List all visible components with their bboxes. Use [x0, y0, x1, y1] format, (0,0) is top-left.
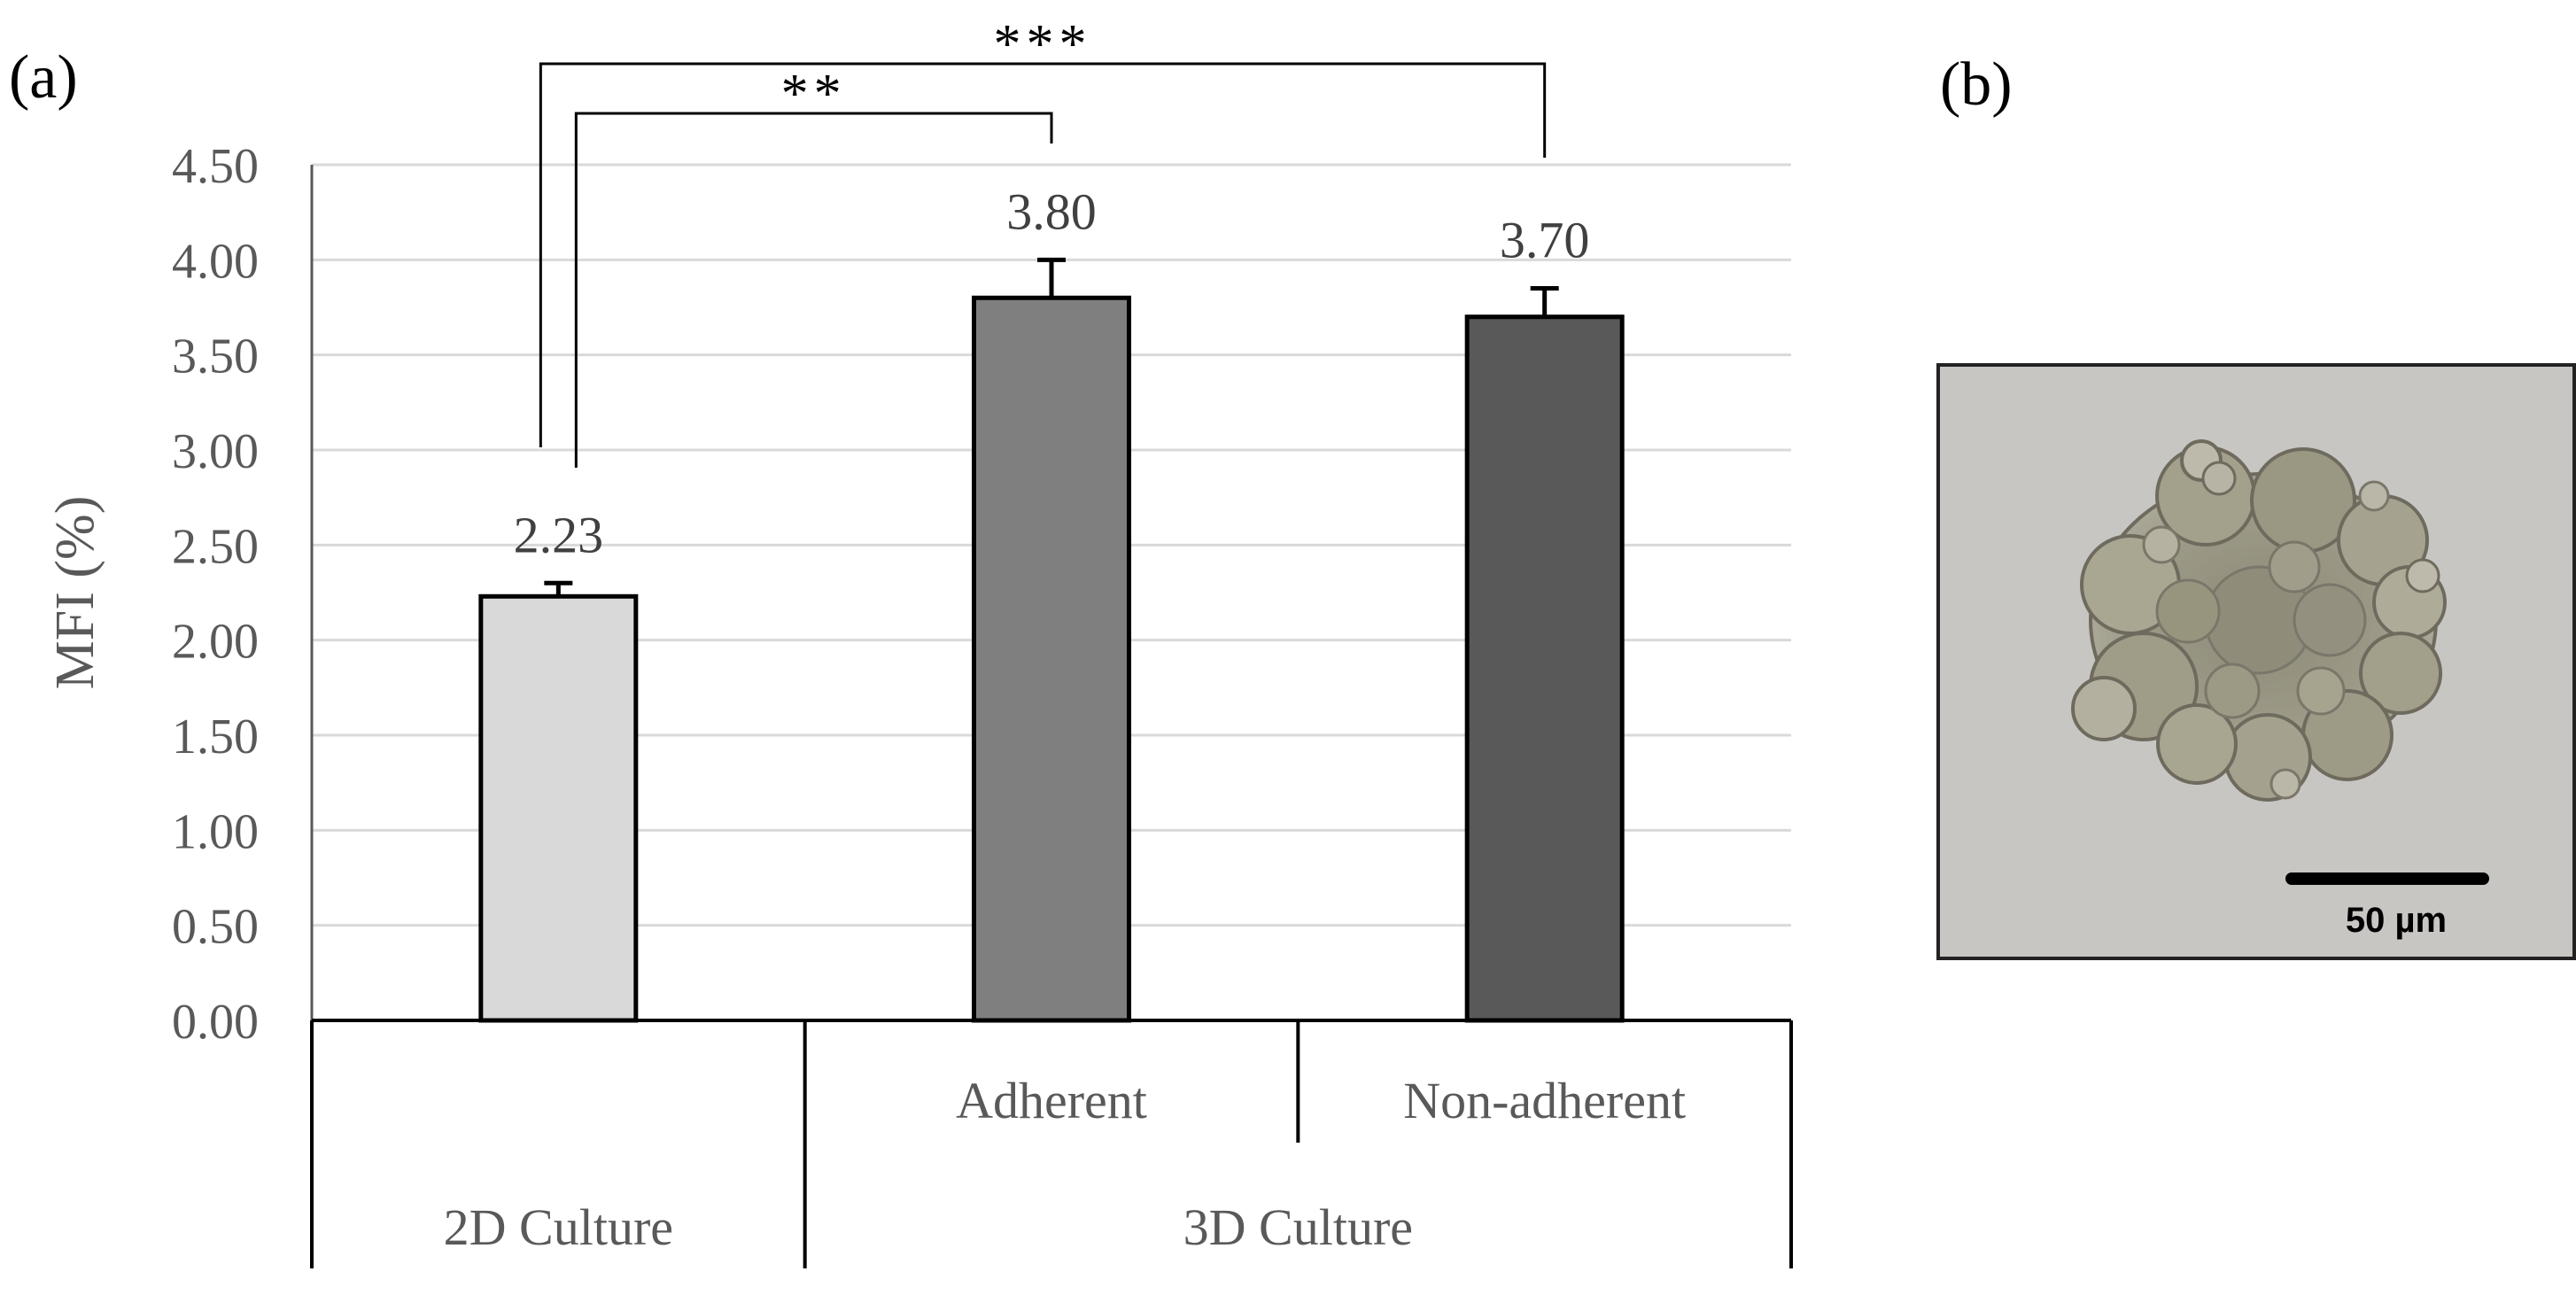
y-axis-label: MFI (%) — [45, 496, 105, 690]
scale-bar-label: 50 µm — [2346, 901, 2447, 940]
bar — [478, 593, 639, 1023]
significance-marker: ** — [781, 64, 847, 124]
y-tick-label: 4.00 — [172, 234, 259, 289]
significance-bracket — [574, 112, 1053, 468]
y-tick-label: 1.50 — [172, 710, 259, 764]
bar — [1464, 314, 1625, 1023]
x-group-label: 2D Culture — [444, 1198, 673, 1256]
y-tick-label: 0.00 — [172, 995, 259, 1050]
y-tick-label: 2.00 — [172, 615, 259, 670]
spheroid-image — [2071, 439, 2447, 802]
y-tick-label: 3.50 — [172, 330, 259, 384]
y-tick-label: 2.50 — [172, 519, 259, 574]
bar-chart: 0.00 0.50 1.00 1.50 2.00 2.50 3.00 3.50 4.00 4.50… — [45, 14, 1793, 1268]
bars — [478, 295, 1625, 1023]
panel-a-label: (a) — [9, 43, 78, 112]
error-bars — [544, 257, 1559, 597]
y-tick-label: 3.00 — [172, 424, 259, 479]
x-group-label: 3D Culture — [1183, 1198, 1413, 1256]
significance-bracket — [539, 62, 1547, 447]
significance-marker: *** — [994, 14, 1092, 74]
y-axis-ticks: 0.00 0.50 1.00 1.50 2.00 2.50 3.00 3.50 4.00 4.50 — [172, 139, 314, 1050]
value-labels: 2.23 3.80 3.70 — [514, 182, 1590, 563]
value-label: 2.23 — [514, 506, 604, 563]
y-tick-label: 4.50 — [172, 139, 259, 194]
value-label: 3.70 — [1500, 212, 1590, 269]
y-tick-label: 1.00 — [172, 804, 259, 859]
spheroid-micrograph: 50 µm — [1936, 363, 2576, 960]
scale-bar — [2285, 872, 2489, 885]
panel-b-label: (b) — [1940, 50, 2013, 119]
x-category-label: Non-adherent — [1403, 1072, 1686, 1129]
value-label: 3.80 — [1006, 182, 1097, 240]
significance-brackets: ***** — [539, 14, 1547, 468]
bar — [972, 295, 1131, 1023]
x-category-label: Adherent — [956, 1072, 1147, 1129]
y-tick-label: 0.50 — [172, 900, 259, 955]
x-axis: 2D Culture 3D Culture Adherent Non-adherent — [310, 1019, 1793, 1268]
